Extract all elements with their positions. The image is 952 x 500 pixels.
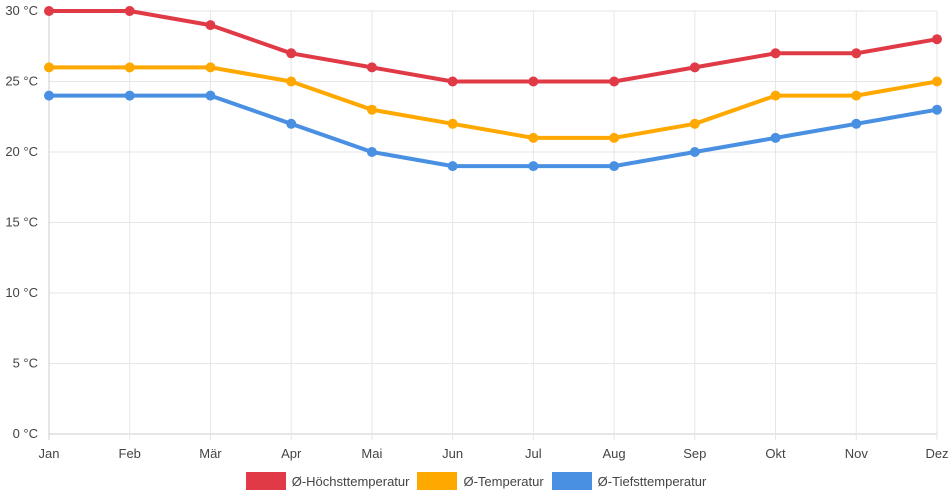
y-tick-label: 30 °C: [5, 3, 38, 18]
legend-item-hoechst[interactable]: Ø-Höchsttemperatur: [245, 472, 410, 490]
series-1: [44, 62, 942, 143]
legend-item-tiefst[interactable]: Ø-Tiefsttemperatur: [551, 472, 707, 490]
data-point[interactable]: [689, 147, 700, 157]
series-layer: [44, 6, 942, 172]
data-point[interactable]: [770, 132, 781, 143]
y-tick-label: 0 °C: [13, 426, 38, 441]
legend-swatch-hoechst: [245, 472, 286, 490]
y-tick-label: 10 °C: [5, 285, 38, 300]
data-point[interactable]: [447, 76, 458, 87]
data-point[interactable]: [205, 20, 216, 31]
data-point[interactable]: [770, 90, 781, 101]
series-0: [44, 6, 942, 87]
grid-layer: [48, 10, 938, 440]
data-point[interactable]: [366, 104, 377, 115]
data-point[interactable]: [366, 147, 377, 157]
y-tick-label: 20 °C: [5, 144, 38, 159]
series-2: [44, 90, 942, 172]
data-point[interactable]: [609, 76, 620, 87]
data-point[interactable]: [286, 48, 297, 59]
data-point[interactable]: [528, 76, 539, 87]
x-tick-label: Okt: [765, 446, 786, 461]
x-tick-label: Nov: [845, 446, 869, 461]
data-point[interactable]: [44, 62, 54, 73]
data-point[interactable]: [447, 161, 458, 172]
data-point[interactable]: [44, 6, 54, 16]
x-tick-label: Jan: [39, 446, 60, 461]
data-point[interactable]: [609, 161, 620, 172]
chart-legend: Ø-Höchsttemperatur Ø-Temperatur Ø-Tiefst…: [0, 472, 952, 490]
data-point[interactable]: [689, 62, 700, 73]
legend-swatch-tiefst: [551, 472, 592, 490]
data-point[interactable]: [124, 90, 135, 101]
data-point[interactable]: [528, 161, 539, 172]
data-point[interactable]: [447, 118, 458, 129]
data-point[interactable]: [286, 76, 297, 87]
data-point[interactable]: [770, 48, 781, 59]
legend-label-tiefst: Ø-Tiefsttemperatur: [597, 473, 707, 489]
x-tick-label: Dez: [925, 446, 948, 461]
data-point[interactable]: [851, 48, 862, 59]
axis-layer: 0 °C 5 °C 10 °C 15 °C 20 °C 25 °C 30 °C Jan Feb M…: [5, 3, 948, 461]
data-point[interactable]: [851, 90, 862, 101]
x-tick-label: Apr: [281, 446, 302, 461]
data-point[interactable]: [689, 118, 700, 129]
y-tick-label: 15 °C: [5, 215, 38, 230]
x-tick-label: Aug: [603, 446, 626, 461]
legend-item-mittel[interactable]: Ø-Temperatur: [417, 472, 544, 490]
data-point[interactable]: [932, 104, 942, 115]
x-tick-label: Mär: [199, 446, 222, 461]
data-point[interactable]: [124, 62, 135, 73]
data-point[interactable]: [124, 6, 135, 16]
series-line: [47, 93, 939, 169]
legend-label-mittel: Ø-Temperatur: [463, 473, 544, 489]
data-point[interactable]: [932, 76, 942, 87]
data-point[interactable]: [932, 34, 942, 45]
data-point[interactable]: [286, 118, 297, 129]
y-tick-label: 25 °C: [5, 74, 38, 89]
x-tick-label: Jul: [525, 446, 542, 461]
data-point[interactable]: [205, 90, 216, 101]
data-point[interactable]: [851, 118, 862, 129]
series-line: [47, 9, 939, 84]
data-point[interactable]: [44, 90, 54, 101]
y-tick-label: 5 °C: [13, 356, 38, 371]
x-tick-label: Sep: [683, 446, 706, 461]
data-point[interactable]: [528, 132, 539, 143]
legend-label-hoechst: Ø-Höchsttemperatur: [291, 473, 410, 489]
series-line: [47, 65, 939, 140]
data-point[interactable]: [609, 132, 620, 143]
data-point[interactable]: [366, 62, 377, 73]
data-point[interactable]: [205, 62, 216, 73]
x-tick-label: Mai: [361, 446, 382, 461]
chart-svg: 0 °C 5 °C 10 °C 15 °C 20 °C 25 °C 30 °C Jan Feb M…: [5, 3, 948, 461]
x-tick-label: Feb: [119, 446, 141, 461]
x-tick-label: Jun: [442, 446, 463, 461]
legend-swatch-mittel: [417, 472, 458, 490]
